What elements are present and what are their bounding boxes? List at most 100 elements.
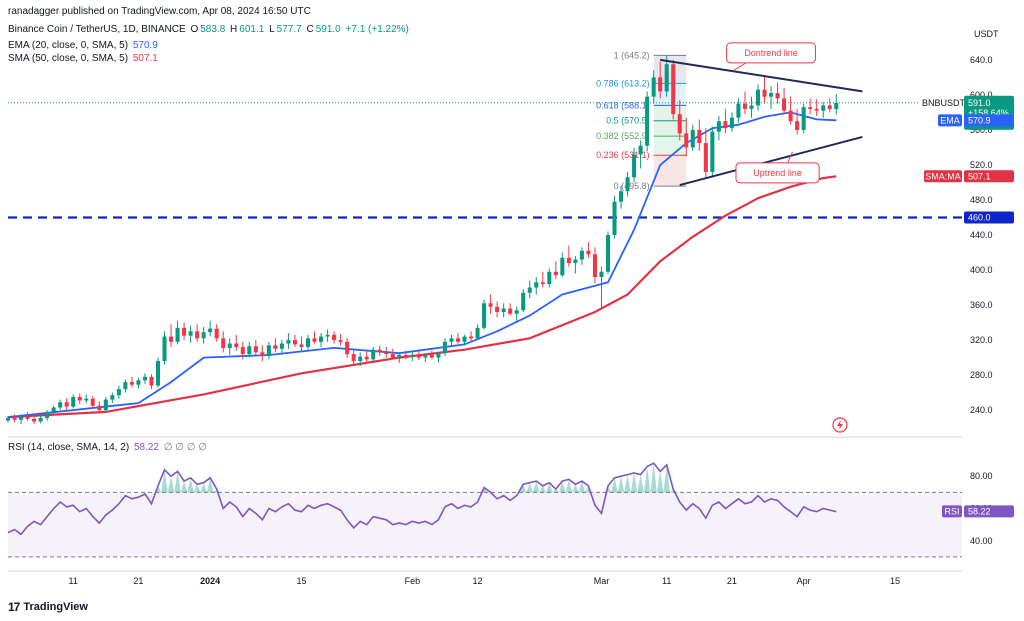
- candle-body[interactable]: [188, 331, 193, 336]
- candle-body[interactable]: [697, 129, 702, 144]
- candle-body[interactable]: [579, 250, 584, 260]
- candle-body[interactable]: [788, 110, 793, 122]
- annotation-box[interactable]: [726, 42, 816, 64]
- candle-body[interactable]: [455, 338, 461, 342]
- candle-body[interactable]: [116, 389, 121, 396]
- candle-body[interactable]: [703, 143, 708, 172]
- candle-body[interactable]: [501, 308, 506, 313]
- candle-body[interactable]: [521, 292, 526, 311]
- candle-body[interactable]: [384, 352, 389, 355]
- candle-body[interactable]: [266, 345, 271, 356]
- candle-body[interactable]: [560, 257, 565, 276]
- candle-body[interactable]: [142, 376, 147, 381]
- candle-body[interactable]: [769, 93, 774, 97]
- candle-body[interactable]: [12, 417, 17, 420]
- candle-body[interactable]: [723, 121, 728, 129]
- candle-body[interactable]: [234, 343, 239, 348]
- candle-body[interactable]: [169, 336, 174, 342]
- candle-body[interactable]: [319, 336, 324, 342]
- candle-body[interactable]: [638, 145, 643, 155]
- candle-body[interactable]: [364, 356, 369, 360]
- candle-body[interactable]: [25, 417, 30, 419]
- candle-body[interactable]: [742, 103, 747, 109]
- candle-body[interactable]: [90, 398, 95, 406]
- candle-body[interactable]: [795, 121, 800, 130]
- candle-body[interactable]: [182, 327, 187, 336]
- candle-body[interactable]: [58, 402, 63, 408]
- candle-body[interactable]: [162, 336, 167, 362]
- candle-body[interactable]: [716, 121, 721, 132]
- candle-body[interactable]: [814, 108, 819, 111]
- candle-body[interactable]: [586, 250, 591, 255]
- candle-body[interactable]: [32, 418, 37, 422]
- candle-body[interactable]: [5, 417, 11, 421]
- ema-20-line[interactable]: [7, 111, 837, 418]
- candle-body[interactable]: [195, 331, 200, 339]
- candle-body[interactable]: [632, 154, 637, 178]
- candle-body[interactable]: [292, 340, 297, 345]
- candle-body[interactable]: [801, 107, 806, 130]
- candle-body[interactable]: [612, 201, 617, 235]
- candle-body[interactable]: [377, 349, 382, 353]
- candle-body[interactable]: [371, 349, 376, 360]
- candle-body[interactable]: [462, 336, 467, 342]
- candle-body[interactable]: [495, 306, 500, 313]
- candle-body[interactable]: [749, 105, 754, 109]
- candle-body[interactable]: [690, 129, 695, 148]
- currency-label[interactable]: USDT: [974, 29, 999, 39]
- candle-body[interactable]: [84, 398, 89, 401]
- candle-body[interactable]: [710, 131, 715, 172]
- uptrend-line[interactable]: [679, 135, 863, 187]
- candle-body[interactable]: [332, 334, 337, 341]
- candle-body[interactable]: [488, 303, 493, 307]
- candle-body[interactable]: [540, 282, 545, 285]
- candle-body[interactable]: [240, 347, 245, 355]
- candle-body[interactable]: [475, 327, 480, 339]
- candle-body[interactable]: [651, 77, 656, 97]
- candle-body[interactable]: [527, 287, 532, 293]
- candle-body[interactable]: [45, 411, 50, 418]
- candle-body[interactable]: [599, 271, 604, 278]
- candle-body[interactable]: [592, 254, 597, 278]
- candle-body[interactable]: [208, 328, 213, 333]
- candle-body[interactable]: [782, 98, 787, 111]
- candle-body[interactable]: [547, 271, 552, 285]
- candle-body[interactable]: [403, 354, 408, 357]
- sma-50-line[interactable]: [7, 175, 837, 419]
- candle-body[interactable]: [325, 334, 330, 337]
- candle-body[interactable]: [423, 354, 428, 358]
- candle-body[interactable]: [358, 356, 363, 362]
- sma-tag-value-bg[interactable]: [964, 170, 1014, 183]
- candle-body[interactable]: [755, 89, 761, 106]
- candle-body[interactable]: [514, 310, 519, 314]
- candle-body[interactable]: [338, 340, 343, 342]
- candle-body[interactable]: [129, 382, 134, 385]
- candle-body[interactable]: [605, 235, 611, 272]
- candle-body[interactable]: [436, 353, 441, 358]
- candle-body[interactable]: [827, 105, 832, 109]
- ema-tag-label-bg[interactable]: [938, 114, 962, 127]
- candle-body[interactable]: [351, 354, 356, 362]
- candle-body[interactable]: [573, 259, 578, 264]
- candle-body[interactable]: [273, 345, 278, 349]
- candle-body[interactable]: [834, 102, 839, 110]
- candle-body[interactable]: [221, 338, 226, 348]
- candle-body[interactable]: [821, 105, 826, 111]
- candle-body[interactable]: [508, 308, 513, 314]
- candle-body[interactable]: [664, 64, 669, 92]
- candle-body[interactable]: [416, 355, 421, 358]
- candle-body[interactable]: [136, 380, 141, 385]
- candle-body[interactable]: [671, 64, 676, 115]
- candle-body[interactable]: [64, 402, 69, 407]
- ema-tag-value-bg[interactable]: [964, 114, 1014, 127]
- candle-body[interactable]: [442, 341, 447, 354]
- candle-body[interactable]: [299, 344, 304, 348]
- candle-body[interactable]: [736, 103, 741, 118]
- candle-body[interactable]: [534, 282, 539, 288]
- rsi-tag-label-bg[interactable]: [942, 505, 962, 518]
- sma-legend[interactable]: SMA (50, close, 0, SMA, 5) 507.1: [8, 53, 160, 64]
- candle-body[interactable]: [482, 303, 487, 328]
- candle-body[interactable]: [808, 107, 813, 109]
- candle-body[interactable]: [619, 191, 624, 202]
